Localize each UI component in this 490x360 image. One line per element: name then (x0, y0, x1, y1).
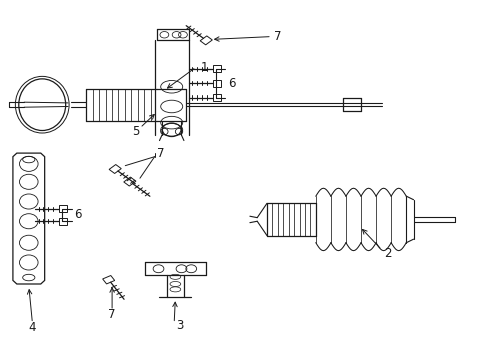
Polygon shape (109, 165, 122, 174)
Text: 3: 3 (176, 319, 184, 332)
Text: 7: 7 (157, 147, 165, 159)
Polygon shape (124, 177, 136, 186)
Polygon shape (213, 80, 221, 87)
Polygon shape (59, 205, 67, 212)
Text: 7: 7 (108, 308, 116, 321)
Polygon shape (59, 218, 67, 225)
Text: 5: 5 (133, 125, 140, 138)
Text: 4: 4 (29, 320, 36, 333)
Polygon shape (213, 66, 221, 72)
Polygon shape (103, 275, 115, 284)
Text: 1: 1 (201, 60, 209, 73)
Polygon shape (213, 94, 221, 101)
Text: 6: 6 (228, 77, 235, 90)
Text: 7: 7 (274, 30, 282, 43)
Text: 6: 6 (74, 208, 81, 221)
Polygon shape (200, 36, 212, 45)
Text: 2: 2 (384, 247, 392, 260)
